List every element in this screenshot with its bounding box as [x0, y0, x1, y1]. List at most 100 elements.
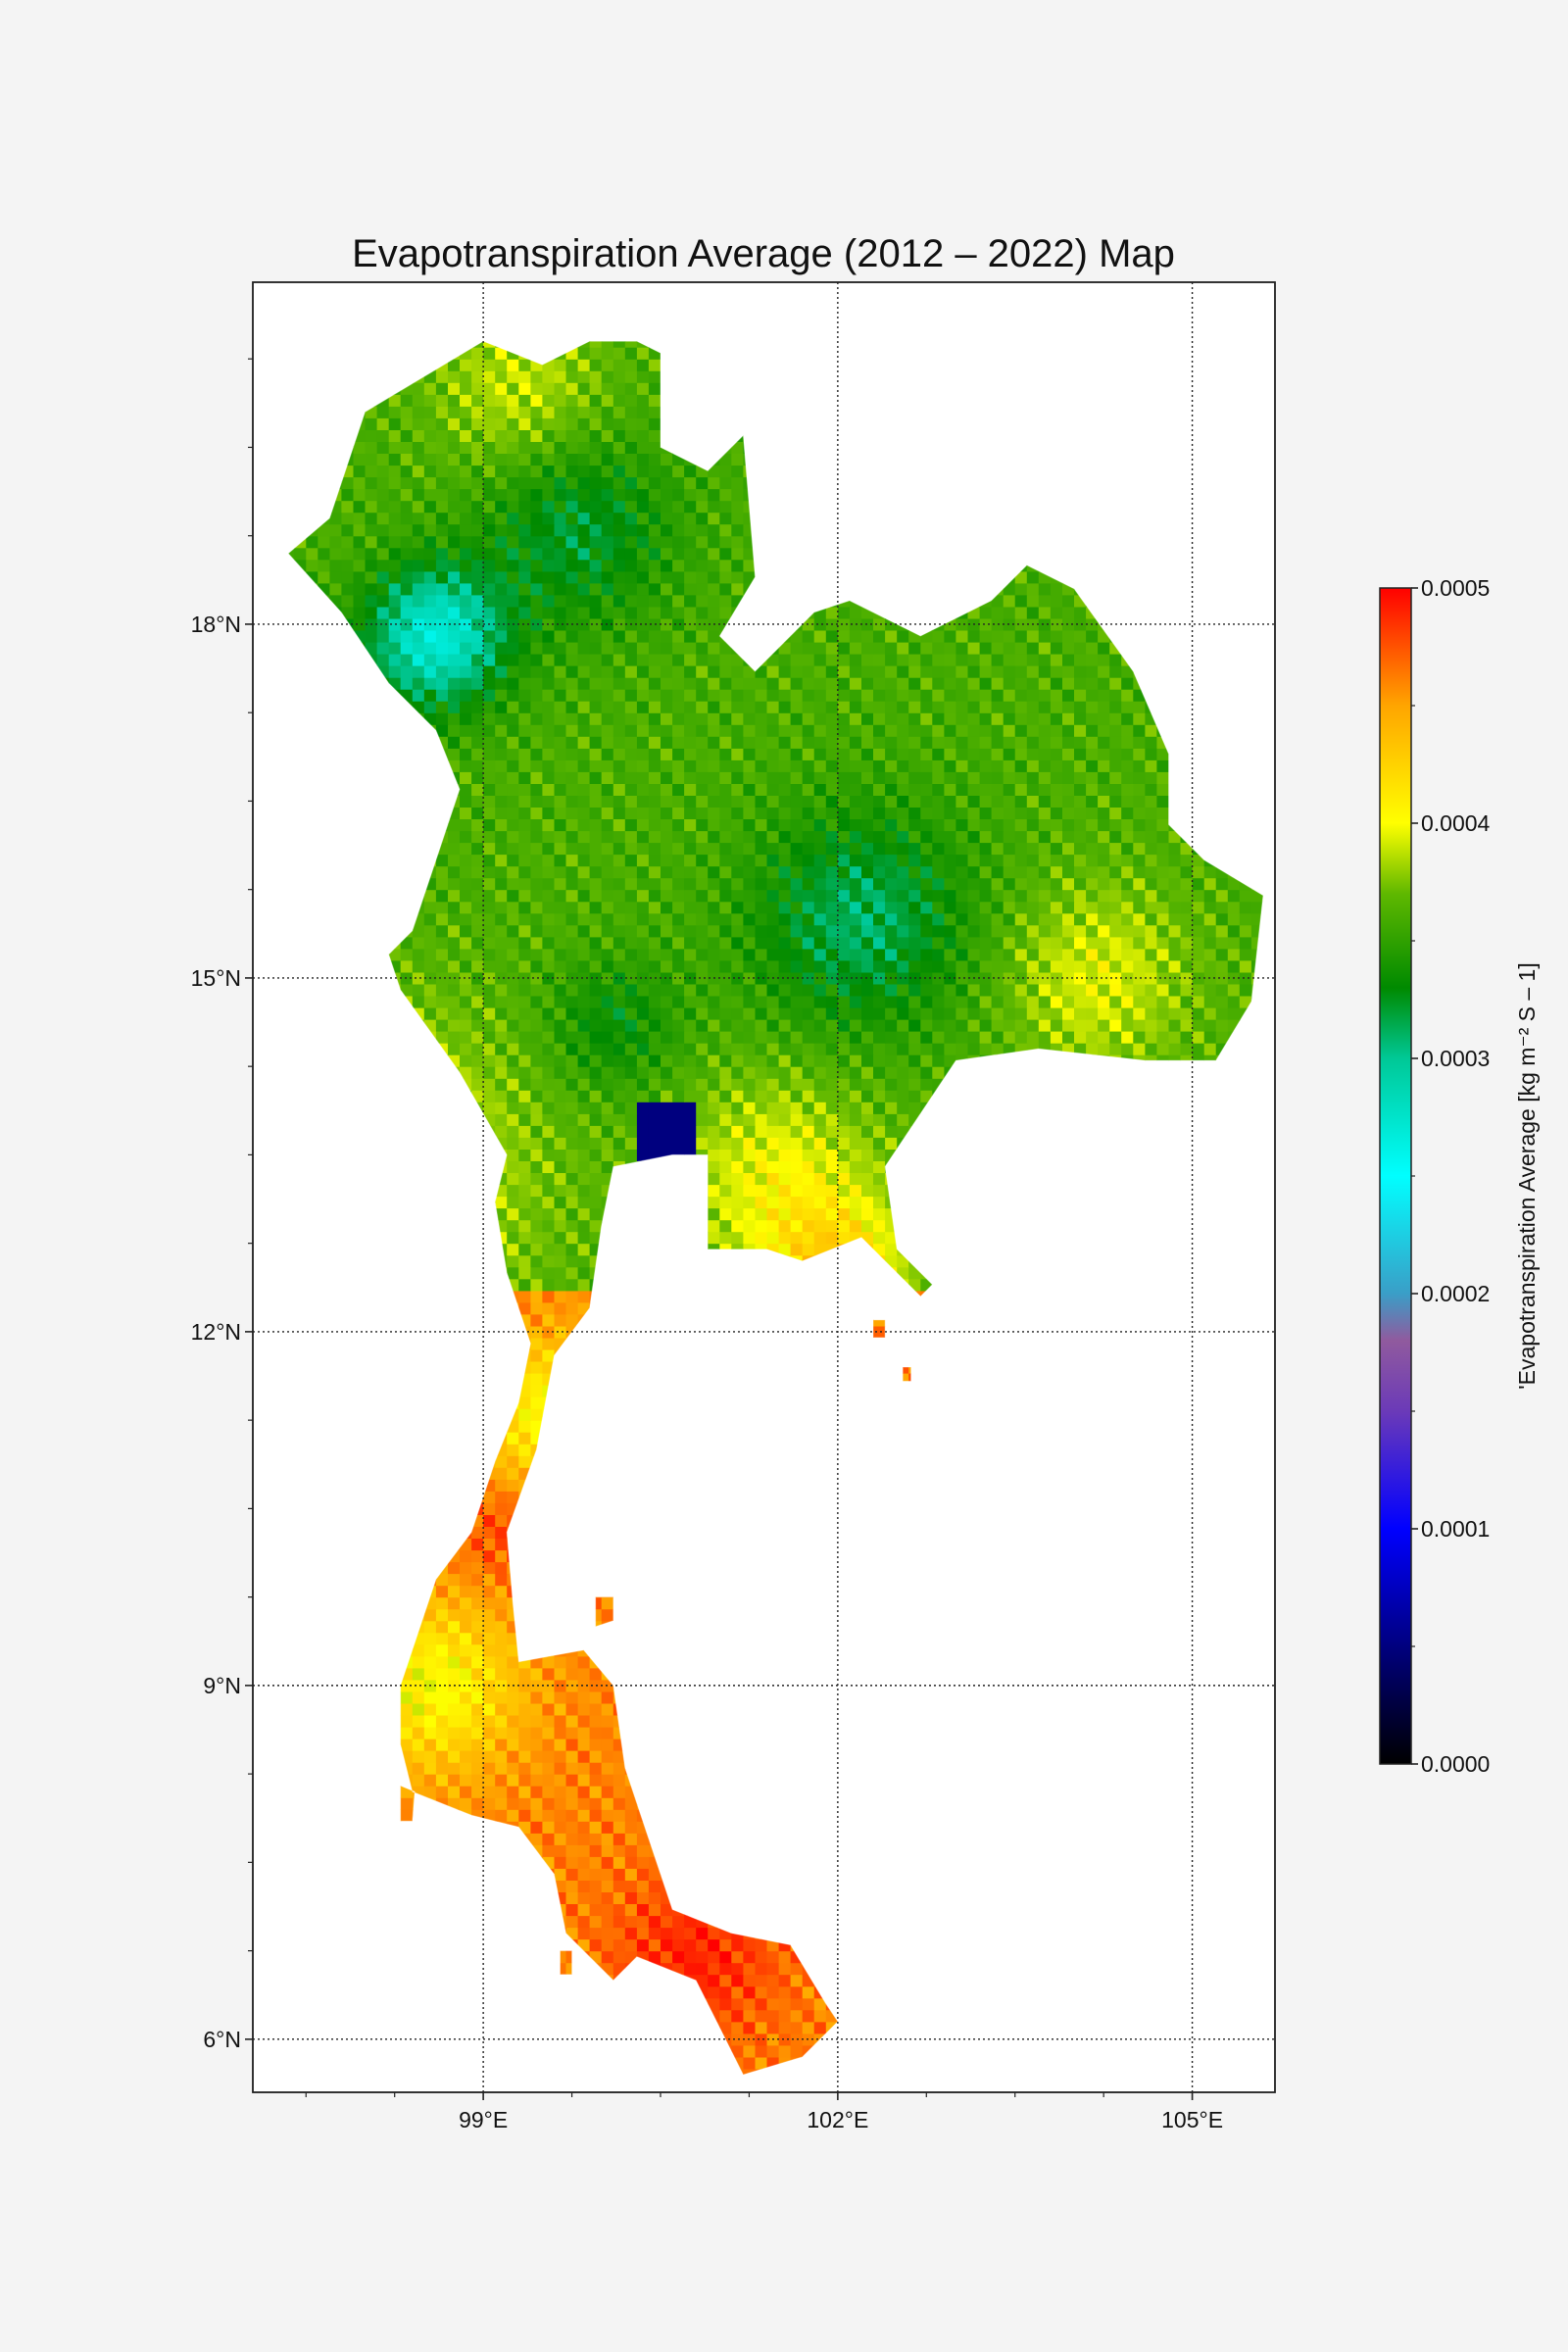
- raster-cell: [435, 1655, 449, 1669]
- raster-cell: [471, 1667, 484, 1681]
- raster-cell: [435, 1632, 449, 1645]
- raster-cell: [542, 1797, 556, 1810]
- raster-cell: [565, 1844, 579, 1857]
- raster-cell: [731, 2009, 744, 2023]
- raster-cell: [565, 1821, 579, 1834]
- raster-cell: [423, 1715, 437, 1728]
- raster-cell: [565, 1903, 579, 1917]
- raster-cell: [589, 1727, 603, 1740]
- raster-cell: [495, 1502, 508, 1515]
- raster-cell: [483, 1491, 496, 1503]
- raster-cell: [471, 1585, 484, 1598]
- raster-cell: [518, 1797, 531, 1810]
- raster-cell: [1275, 2069, 1288, 2082]
- raster-cell: [612, 1903, 626, 1917]
- raster-cell: [530, 1786, 544, 1798]
- raster-cell: [731, 2021, 744, 2034]
- raster-cell: [483, 1643, 496, 1657]
- raster-cell: [565, 1856, 579, 1869]
- raster-cell: [719, 1962, 732, 1976]
- raster-cell: [778, 2009, 792, 2023]
- raster-cell: [507, 1690, 519, 1704]
- raster-cell: [565, 1667, 579, 1681]
- raster-cell: [577, 1750, 591, 1763]
- raster-cell: [624, 1821, 638, 1834]
- raster-cell: [435, 1690, 449, 1704]
- raster-cell: [743, 2009, 757, 2023]
- raster-cell: [790, 2044, 804, 2058]
- raster-cell: [778, 1997, 792, 2011]
- raster-cell: [612, 1809, 626, 1822]
- raster-cell: [423, 1750, 437, 1763]
- raster-cell: [423, 1667, 437, 1681]
- raster-cell: [636, 1844, 650, 1857]
- raster-cell: [1275, 1975, 1288, 1987]
- raster-cell: [412, 1679, 425, 1692]
- raster-cell: [448, 1596, 461, 1610]
- raster-cell: [423, 1632, 437, 1645]
- raster-cell: [495, 1727, 508, 1740]
- raster-cell: [755, 1962, 768, 1976]
- raster-cell: [1275, 1880, 1288, 1892]
- raster-cell: [601, 1915, 614, 1929]
- raster-cell: [778, 1974, 792, 1987]
- raster-cell: [448, 1797, 461, 1810]
- raster-cell: [708, 1950, 720, 1964]
- raster-cell: [696, 1974, 709, 1987]
- raster-cell: [495, 1514, 508, 1527]
- raster-cell: [435, 1596, 449, 1610]
- raster-cell: [661, 1903, 673, 1917]
- raster-cell: [1275, 1750, 1288, 1763]
- raster-cell: [483, 1715, 496, 1728]
- raster-cell: [778, 2021, 792, 2034]
- raster-cell: [1275, 1821, 1288, 1834]
- raster-cell: [460, 1596, 472, 1610]
- raster-cell: [755, 1938, 768, 1952]
- raster-cell: [802, 2021, 815, 2034]
- raster-cell: [1275, 2010, 1288, 2023]
- raster-cell: [719, 1950, 732, 1964]
- raster-cell: [589, 1880, 603, 1892]
- raster-cell: [565, 1762, 579, 1775]
- raster-cell: [565, 1786, 579, 1798]
- raster-cell: [518, 1727, 531, 1740]
- raster-cell: [530, 1797, 544, 1810]
- raster-cell: [448, 1739, 461, 1751]
- raster-cell: [554, 1868, 567, 1881]
- raster-cell: [460, 1727, 472, 1740]
- raster-cell: [423, 1690, 437, 1704]
- raster-cell: [471, 1739, 484, 1751]
- raster-cell: [601, 1856, 614, 1869]
- raster-cell: [565, 1915, 579, 1929]
- raster-cell: [460, 1655, 472, 1669]
- raster-cell: [1275, 2034, 1288, 2046]
- raster-cell: [471, 1538, 484, 1551]
- raster-cell: [554, 1809, 567, 1822]
- raster-cell: [601, 1750, 614, 1763]
- raster-cell: [766, 2021, 780, 2034]
- raster-cell: [554, 1715, 567, 1728]
- raster-cell: [495, 1491, 508, 1503]
- raster-cell: [743, 1962, 757, 1976]
- raster-cell: [530, 1833, 544, 1845]
- raster-cell: [648, 1891, 662, 1904]
- raster-cell: [636, 1856, 650, 1869]
- raster-cell: [755, 2056, 768, 2070]
- raster-cell: [565, 1690, 579, 1704]
- raster-cell: [612, 1750, 626, 1763]
- raster-cell: [802, 2009, 815, 2023]
- raster-cell: [589, 1833, 603, 1845]
- raster-cell: [448, 1774, 461, 1787]
- raster-cell: [565, 1655, 579, 1669]
- raster-cell: [755, 2009, 768, 2023]
- raster-cell: [661, 1927, 673, 1940]
- raster-cell: [471, 1549, 484, 1563]
- raster-cell: [542, 1739, 556, 1751]
- raster-cell: [589, 1903, 603, 1917]
- raster-cell: [483, 1526, 496, 1539]
- raster-cell: [719, 1997, 732, 2011]
- raster-cell: [518, 1715, 531, 1728]
- raster-cell: [518, 1809, 531, 1822]
- raster-cell: [471, 1643, 484, 1657]
- raster-cell: [565, 1880, 579, 1892]
